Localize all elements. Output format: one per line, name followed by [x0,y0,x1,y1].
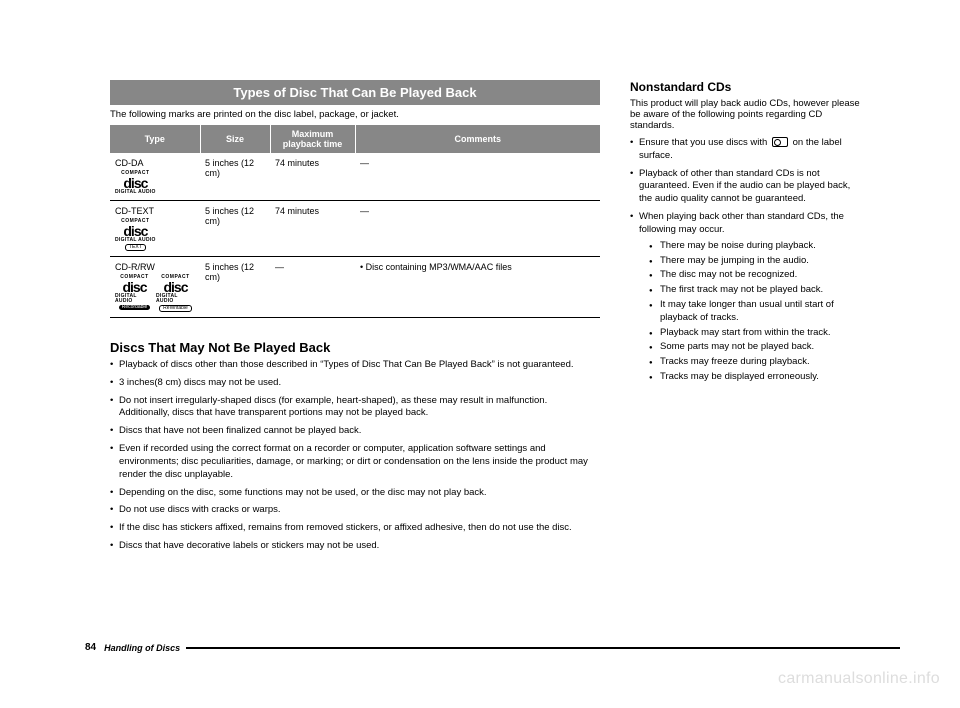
list-item: Ensure that you use discs with on the la… [630,137,860,163]
list-item: Even if recorded using the correct forma… [110,443,600,481]
list-item: Playback of discs other than those descr… [110,359,600,372]
disc-logo-icon: COMPACT disc DIGITAL AUDIOTEXT [115,219,156,251]
table-row: CD-DA COMPACT disc DIGITAL AUDIO 5 inche… [110,153,600,201]
th-type: Type [110,125,200,153]
list-item: Do not insert irregularly-shaped discs (… [110,395,600,421]
right-sublist: There may be noise during playback. There… [639,240,860,384]
list-item: Discs that have not been finalized canno… [110,425,600,438]
table-row: CD-R/RW COMPACT disc DIGITAL AUDIORecord… [110,257,600,318]
list-item: Playback of other than standard CDs is n… [630,168,860,206]
list-item: There may be jumping in the audio. [649,255,860,268]
watermark: carmanualsonline.info [778,670,940,688]
banner-subtext: The following marks are printed on the d… [110,109,600,120]
footer-rule [186,647,900,649]
disc-table: Type Size Maximum playback time Comments… [110,125,600,318]
list-item: If the disc has stickers affixed, remain… [110,522,600,535]
section-banner: Types of Disc That Can Be Played Back [110,80,600,105]
list-item: Tracks may be displayed erroneously. [649,371,860,384]
list-item: The first track may not be played back. [649,284,860,297]
list-item: Playback may start from within the track… [649,327,860,340]
right-intro: This product will play back audio CDs, h… [630,98,860,131]
list-item: Tracks may freeze during playback. [649,356,860,369]
page-footer: 84 Handling of Discs [85,642,900,653]
list-item: Depending on the disc, some functions ma… [110,487,600,500]
right-heading: Nonstandard CDs [630,80,860,94]
disc-logo-icon: COMPACT disc DIGITAL AUDIORecordable [115,275,154,312]
list-item: It may take longer than usual until star… [649,299,860,325]
list-item: Discs that have decorative labels or sti… [110,540,600,553]
footer-title: Handling of Discs [104,643,180,653]
list-item: When playing back other than standard CD… [630,211,860,384]
cd-logo-icon [772,137,788,147]
left-bullets: Playback of discs other than those descr… [110,359,600,553]
table-row: CD-TEXT COMPACT disc DIGITAL AUDIOTEXT 5… [110,201,600,257]
th-size: Size [200,125,270,153]
th-max: Maximum playback time [270,125,355,153]
list-item: The disc may not be recognized. [649,269,860,282]
list-item: Do not use discs with cracks or warps. [110,504,600,517]
left-heading: Discs That May Not Be Played Back [110,340,600,355]
list-item: 3 inches(8 cm) discs may not be used. [110,377,600,390]
disc-logo-icon: COMPACT disc DIGITAL AUDIOReWritable [156,275,195,312]
list-item: Some parts may not be played back. [649,341,860,354]
list-item: There may be noise during playback. [649,240,860,253]
th-comments: Comments [355,125,600,153]
right-bullets: Ensure that you use discs with on the la… [630,137,860,384]
disc-logo-icon: COMPACT disc DIGITAL AUDIO [115,171,156,195]
page-number: 84 [85,642,96,653]
